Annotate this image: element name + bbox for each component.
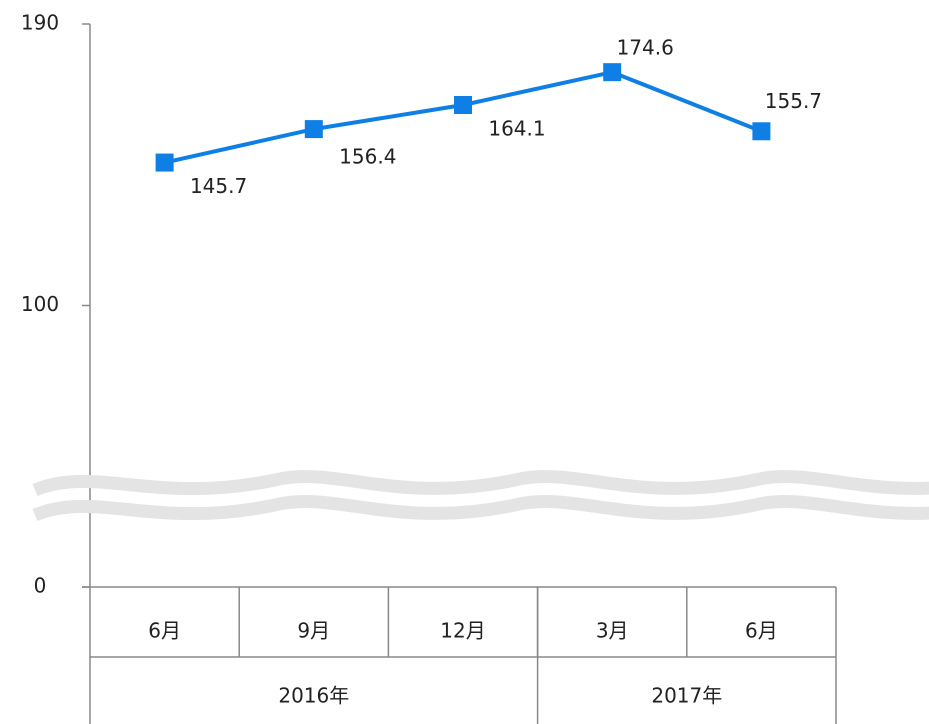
marker <box>454 96 472 115</box>
axis-break <box>32 470 929 522</box>
data-label: 174.6 <box>617 36 674 60</box>
x-tick-label: 6月 <box>148 619 181 643</box>
x-tick-label: 9月 <box>297 619 330 643</box>
x-tick-label: 6月 <box>745 619 778 643</box>
data-label: 164.1 <box>488 117 545 141</box>
x-group-label: 2017年 <box>651 684 722 708</box>
x-tick-label: 3月 <box>596 619 629 643</box>
data-label: 145.7 <box>190 174 247 198</box>
marker <box>603 63 622 82</box>
y-tick-label: 100 <box>21 292 59 316</box>
y-tick-label: 0 <box>34 574 47 598</box>
x-group-label: 2016年 <box>278 684 349 708</box>
break-wave <box>32 495 929 522</box>
data-label: 155.7 <box>765 89 822 113</box>
marker <box>304 120 323 139</box>
x-tick-label: 12月 <box>440 619 485 643</box>
data-label: 156.4 <box>339 145 396 169</box>
break-wave <box>32 470 929 497</box>
marker <box>752 122 771 141</box>
y-tick-label: 190 <box>21 11 59 35</box>
line <box>164 70 763 165</box>
marker <box>155 153 174 172</box>
